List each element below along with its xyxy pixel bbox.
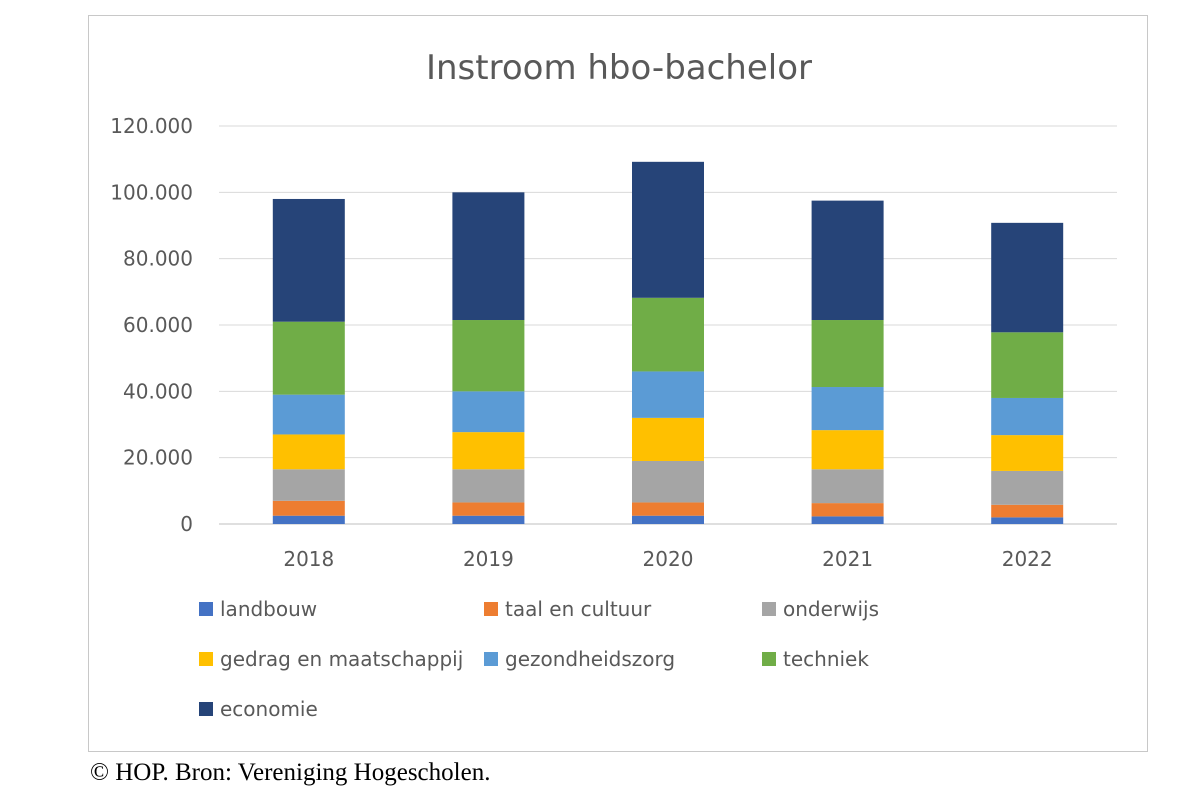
x-tick-label: 2021 <box>822 547 873 571</box>
bar-segment <box>452 432 525 470</box>
legend-item: landbouw <box>199 597 317 621</box>
bar-segment <box>811 320 884 388</box>
bar-segment <box>991 332 1064 398</box>
x-tick-label: 2019 <box>463 547 514 571</box>
y-tick-label: 40.000 <box>123 379 193 403</box>
bar-segment <box>452 320 525 392</box>
legend-swatch <box>484 602 498 616</box>
bar-segment <box>632 502 704 516</box>
legend-swatch <box>484 652 498 666</box>
legend-item: onderwijs <box>762 597 879 621</box>
x-axis-tick-labels: 2018 2019 2020 2021 2022 <box>283 547 1052 571</box>
bar-segment <box>811 516 884 524</box>
legend-swatch <box>199 702 213 716</box>
y-tick-label: 0 <box>180 512 193 536</box>
legend-swatch <box>762 652 776 666</box>
bar-segment <box>632 161 704 298</box>
bar-segment <box>811 200 884 321</box>
y-axis-tick-labels: 0 20.000 40.000 60.000 80.000 100.000 120.000 <box>110 114 193 536</box>
y-tick-label: 80.000 <box>123 247 193 271</box>
bar-segment <box>991 222 1064 333</box>
legend-label: gedrag en maatschappij <box>220 647 463 671</box>
bar-segment <box>452 469 525 503</box>
legend-item: gedrag en maatschappij <box>199 647 463 671</box>
chart-frame: Instroom hbo-bachelor 0 20.000 40.000 60.00… <box>88 15 1148 752</box>
bar-segment <box>991 435 1064 471</box>
bar-segment <box>272 394 345 435</box>
legend-label: gezondheidszorg <box>505 647 675 671</box>
y-tick-label: 100.000 <box>110 180 193 204</box>
legend-label: economie <box>220 697 318 721</box>
x-tick-label: 2022 <box>1002 547 1053 571</box>
bar-segment <box>452 502 525 516</box>
bar-segment <box>272 469 345 501</box>
bar-segment <box>632 460 704 503</box>
legend-swatch <box>199 602 213 616</box>
bar-segment <box>811 387 884 431</box>
bars <box>272 161 1064 524</box>
bar-segment <box>632 417 704 461</box>
legend-swatch <box>762 602 776 616</box>
bar-segment <box>632 297 704 372</box>
bar-segment <box>991 504 1064 518</box>
bar-segment <box>272 434 345 470</box>
bar-segment <box>811 469 884 504</box>
bar-segment <box>272 500 345 516</box>
legend-item: taal en cultuur <box>484 597 652 621</box>
bar-segment <box>632 515 704 524</box>
bar-segment <box>811 430 884 470</box>
bar-segment <box>991 517 1064 524</box>
bar-segment <box>632 371 704 418</box>
chart-title: Instroom hbo-bachelor <box>426 48 812 88</box>
y-tick-label: 120.000 <box>110 114 193 138</box>
bar-segment <box>991 470 1064 505</box>
bar-segment <box>272 198 345 322</box>
bar-segment <box>452 515 525 524</box>
legend-label: onderwijs <box>783 597 879 621</box>
legend-swatch <box>199 652 213 666</box>
y-tick-label: 60.000 <box>123 313 193 337</box>
stacked-bar-chart: Instroom hbo-bachelor 0 20.000 40.000 60.00… <box>110 48 1117 721</box>
bar-segment <box>811 503 884 517</box>
bar-segment <box>272 515 345 524</box>
bar-segment <box>272 321 345 395</box>
legend-label: techniek <box>783 647 869 671</box>
source-caption: © HOP. Bron: Vereniging Hogescholen. <box>90 759 491 786</box>
legend-label: taal en cultuur <box>505 597 652 621</box>
bar-segment <box>452 391 525 433</box>
legend-item: gezondheidszorg <box>484 647 675 671</box>
x-tick-label: 2018 <box>283 547 334 571</box>
bar-segment <box>452 192 525 321</box>
y-tick-label: 20.000 <box>123 446 193 470</box>
legend: landbouw taal en cultuur onderwijs gedrag e… <box>199 597 879 721</box>
legend-label: landbouw <box>220 597 317 621</box>
bar-segment <box>991 397 1064 436</box>
x-tick-label: 2020 <box>643 547 694 571</box>
legend-item: economie <box>199 697 318 721</box>
legend-item: techniek <box>762 647 869 671</box>
